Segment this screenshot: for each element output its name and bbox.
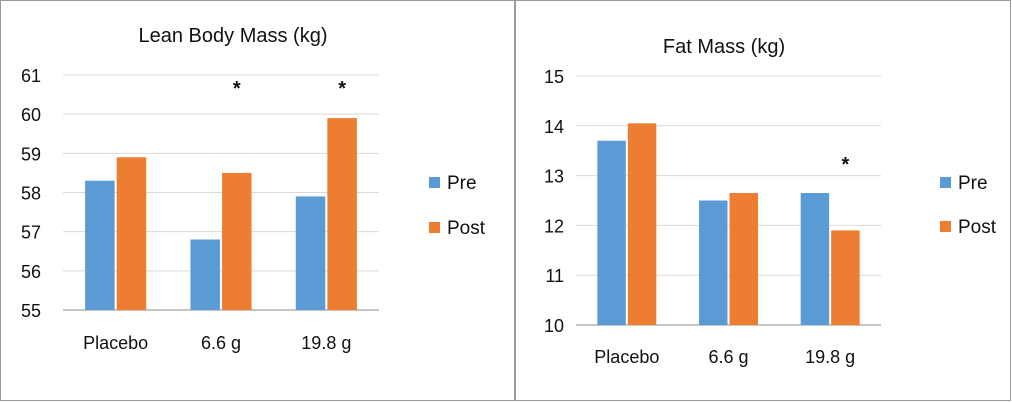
x-category-label: Placebo: [83, 333, 148, 353]
y-tick-label: 13: [544, 167, 564, 187]
lean-body-mass-panel: Lean Body Mass (kg) 55 56 57 58 59 60 61 Placebo…: [0, 0, 515, 401]
x-category-label: 6.6 g: [708, 347, 748, 367]
bar-post: [116, 157, 147, 310]
x-category-label: Placebo: [594, 347, 659, 367]
y-tick-label: 10: [544, 316, 564, 336]
y-tick-label: 56: [21, 262, 41, 282]
chart-title: Lean Body Mass (kg): [139, 25, 328, 47]
bar-pre: [597, 140, 626, 325]
bar-pre: [699, 200, 728, 325]
y-tick-label: 58: [21, 184, 41, 204]
bar-post: [729, 193, 758, 325]
lean-body-mass-chart: Lean Body Mass (kg) 55 56 57 58 59 60 61 Placebo…: [21, 25, 486, 353]
legend-label-pre: Pre: [447, 173, 477, 194]
bar-pre: [85, 180, 115, 310]
y-tick-label: 59: [21, 144, 41, 164]
y-tick-label: 12: [544, 216, 564, 236]
significance-asterisk: *: [842, 154, 850, 176]
y-tick-label: 55: [21, 301, 41, 321]
bar-post: [831, 230, 860, 325]
bar-pre: [190, 239, 220, 310]
x-category-label: 6.6 g: [201, 333, 241, 353]
significance-asterisk: *: [233, 78, 241, 100]
bar-pre: [295, 196, 326, 310]
y-tick-label: 14: [544, 117, 564, 137]
bar-pre: [800, 193, 830, 325]
legend-label-post: Post: [958, 217, 997, 238]
chart-title: Fat Mass (kg): [663, 36, 785, 58]
y-tick-label: 61: [21, 66, 41, 86]
legend-swatch-pre: [429, 177, 440, 188]
bar-post: [327, 118, 357, 310]
legend-swatch-post: [940, 221, 951, 232]
legend-label-post: Post: [447, 218, 486, 239]
bar-post: [222, 172, 252, 310]
y-tick-label: 11: [545, 266, 564, 286]
legend-label-pre: Pre: [958, 173, 988, 194]
fat-mass-panel: Fat Mass (kg) 10 11 12 13 14 15 Placebo 6.6 g 19.…: [515, 0, 1011, 401]
y-tick-label: 57: [21, 223, 41, 243]
y-tick-label: 60: [21, 105, 41, 125]
bar-post: [627, 123, 657, 325]
legend-swatch-pre: [940, 177, 951, 188]
legend-swatch-post: [429, 222, 440, 233]
y-tick-label: 15: [544, 67, 564, 87]
fat-mass-chart: Fat Mass (kg) 10 11 12 13 14 15 Placebo 6.6 g 19.…: [544, 36, 997, 367]
x-category-label: 19.8 g: [805, 347, 855, 367]
x-category-label: 19.8 g: [301, 333, 351, 353]
significance-asterisk: *: [338, 78, 346, 100]
